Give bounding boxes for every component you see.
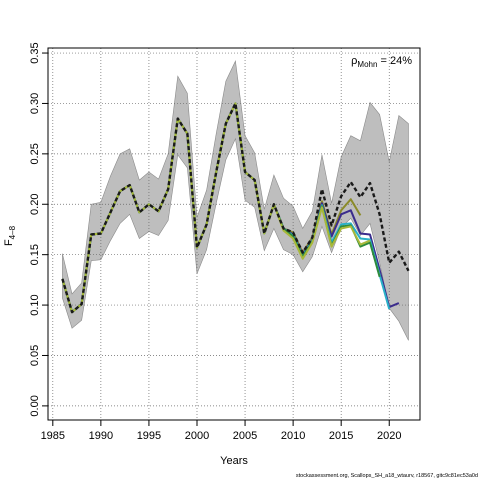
y-tick-label: 0.35 [29,42,41,63]
x-tick-label: 1990 [89,430,113,442]
x-axis: 1985 1990 1995 2000 2005 2010 2015 2020 [41,420,401,442]
series-layer [61,102,410,314]
y-axis-title-main: F [3,239,15,246]
svg-text:F4–8: F4–8 [3,225,17,246]
x-tick-label: 2015 [329,430,353,442]
x-tick-label: 2000 [185,430,209,442]
mohn-rho-subscript: Mohn [357,60,377,69]
x-tick-label: 2020 [377,430,401,442]
y-axis-title: F4–8 [3,225,17,246]
x-tick-label: 2005 [233,430,257,442]
y-tick-label: 0.30 [29,93,41,114]
y-tick-label: 0.25 [29,143,41,164]
y-tick-label: 0.15 [29,244,41,265]
y-tick-label: 0.10 [29,294,41,315]
y-tick-label: 0.20 [29,194,41,215]
footer-source: stockassessment.org, Scallops_SH_a18_wta… [296,473,478,479]
x-axis-title: Years [220,455,248,467]
y-axis: 0.00 0.05 0.10 0.15 0.20 0.25 0.30 0.35 [29,42,48,417]
plot-frame [47,47,421,421]
mohn-rho-value: = 24% [377,55,412,67]
y-tick-label: 0.00 [29,395,41,416]
y-tick-label: 0.05 [29,345,41,366]
x-tick-label: 1985 [41,430,65,442]
mohn-rho-symbol: ρ [351,55,357,67]
mohn-rho-annotation: ρMohn = 24% [351,55,412,69]
y-axis-title-sub: 4–8 [8,225,17,239]
x-tick-label: 1995 [137,430,161,442]
x-tick-label: 2010 [281,430,305,442]
